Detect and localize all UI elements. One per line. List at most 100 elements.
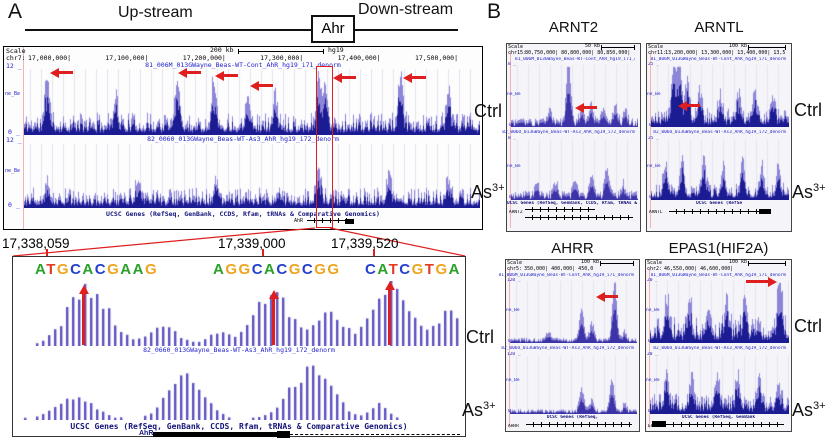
scale-bar (748, 261, 786, 266)
zoom-connector-lines (12, 227, 466, 257)
track-side-label: ne_Be (646, 378, 660, 383)
motif-sequence-2: AGGCACGCGG (213, 261, 341, 278)
gene-model (669, 208, 759, 214)
y-min-label: 0 _ (508, 339, 517, 344)
motif-arrow-icon (384, 281, 395, 345)
chromosome-label: chr15: (508, 50, 527, 56)
tick: 17,100,000| (105, 54, 149, 62)
track-side-label: ne_Be (506, 308, 520, 313)
motif-sequence-3: CATCGTGA (365, 261, 461, 278)
track-side-label: ne_Be (507, 164, 521, 169)
chromosome-label: chr2: (647, 266, 663, 272)
coordinate-ticks: 46,550,000| 46,600,000| (664, 266, 734, 272)
track-side-label: ne_Be (5, 91, 21, 97)
downstream-label: Down-stream (358, 1, 454, 18)
scale-bar-value: 100 kb (580, 259, 599, 265)
as3-track-name: 82_006O_013GWayne_Beas-WT-As3_AhR_hg19_i… (502, 130, 635, 135)
as3-coverage-track (651, 140, 789, 200)
coordinate-ticks: 17,000,000| 17,100,000| 17,200,000| 17,3… (28, 55, 458, 62)
mini-browser-ahrr: Scale 100 kb chr5: 350,000| 400,000| 450… (499, 259, 640, 432)
scale-bar (601, 45, 635, 50)
peak-arrow-icon (746, 276, 777, 287)
zoom-position-3: 17,339,520 (331, 236, 399, 251)
highlight-region-box (316, 66, 333, 228)
position-tick (262, 249, 264, 258)
position-tick (46, 249, 48, 258)
y-max-label: 25 _ (648, 136, 659, 141)
y-min-label: 0 _ (8, 128, 20, 136)
y-min-label: 0 _ (509, 123, 518, 128)
as3-coverage-track (511, 140, 638, 200)
coordinate-ticks: 13,200,000| 13,300,000| 13,400,000| 13,5 (665, 50, 786, 56)
zoom-motif-panel: ATGCACGAAG AGGCACGCGG CATCGTGA 82_0660_0… (12, 256, 466, 438)
zoom-as3-condition-label: As3+ (462, 400, 496, 420)
ucsc-genes-track-label: UCSC Genes (RefSeq, GenBank (681, 415, 756, 420)
ahr-gene-box: Ahr (311, 15, 355, 43)
gene-exon-block (345, 219, 354, 224)
y-min-label: 0 _ (508, 409, 517, 414)
peak-arrow-icon (215, 70, 238, 81)
gene-exon-block (759, 209, 771, 214)
region-annotation: Up-stream Ahr Down-stream (0, 0, 480, 44)
tick: 17,300,000| (260, 54, 304, 62)
ctrl-condition-label: Ctrl (474, 101, 502, 121)
gene-title-ahrr: AHRR (551, 240, 594, 257)
gene-title-epas1: EPAS1(HIF2A) (668, 240, 769, 257)
peak-arrow-icon (50, 67, 73, 78)
tick: 17,200,000| (182, 54, 226, 62)
tick: 17,000,000| (28, 54, 72, 62)
gene-model (307, 217, 347, 224)
mini-browser-arnt2: Scale 50 kb chr15: 80,750,000| 80,800,00… (502, 43, 641, 232)
y-max-label: 8 _ (508, 62, 516, 67)
peak-arrow-icon (403, 72, 426, 83)
ctrl-track-name: 81_006M_013GWayne_Beas-WT-Cont_AhR_hg19_… (650, 273, 786, 278)
as3-coverage-track (510, 356, 637, 414)
as3-coverage-track (24, 144, 480, 208)
browser-guide-line (510, 52, 511, 228)
y-min-label: 0 _ (649, 195, 658, 200)
zoom-ucsc-genes-label: UCSC Genes (RefSeq, GenBank, CCDS, Rfam,… (70, 422, 408, 431)
gene-name: AhR (294, 218, 304, 224)
upstream-line (25, 29, 312, 31)
browser-guide-line (23, 47, 24, 229)
scale-bar-value: 200 kb (210, 46, 234, 54)
as3-track-name: 82_006O_013GWayne_Beas-WT-As3_AhR_hg19_i… (501, 346, 634, 351)
gene-model (525, 206, 595, 212)
coordinate-ticks: 350,000| 400,000| 450,0 (524, 266, 594, 272)
scale-bar-value: 100 kb (728, 259, 747, 265)
y-max-label: 20 _ (647, 352, 658, 357)
peak-arrow-icon (678, 100, 700, 111)
assembly-label: hg19 (328, 46, 344, 54)
y-max-label: 12 _ (6, 136, 22, 144)
y-min-label: 0 _ (509, 195, 518, 200)
track-side-label: ne_Be (506, 378, 520, 383)
peak-arrow-icon (575, 102, 597, 113)
zoom-track-name: 82_0660_013GWayne_Beas-WT-As3_AhR_hg19_i… (143, 347, 335, 354)
as3-condition-label: As3+ (471, 182, 505, 202)
y-min-label: 0 _ (648, 339, 657, 344)
scale-label: Scale (507, 260, 523, 266)
as3-condition-label: As3+ (792, 182, 825, 202)
y-max-label: 20 _ (647, 278, 658, 283)
y-min-label: 0 _ (649, 123, 658, 128)
peak-arrow-icon (333, 72, 356, 83)
peak-arrow-icon (250, 80, 273, 91)
ucsc-genes-track-label: UCSC Genes (RefSe (695, 201, 743, 206)
gene-title-arnt2: ARNT2 (548, 19, 599, 36)
panel-a-label: A (8, 0, 23, 23)
scale-bar (600, 261, 634, 266)
scale-label: Scale (647, 260, 663, 266)
track-side-label: ne_Be (507, 92, 521, 97)
y-min-label: 0 _ (648, 409, 657, 414)
ctrl-track-name: 81_006M_013GWayne_Beas-WT-Cont_AhR_hg19_… (498, 273, 634, 278)
panel-b-label: B (487, 0, 502, 23)
ctrl-coverage-track (650, 281, 789, 343)
browser-guide-line (649, 268, 650, 428)
gene-exon-bar (153, 432, 279, 437)
ctrl-condition-label: Ctrl (794, 100, 822, 120)
gene-title-arntl: ARNTL (694, 19, 744, 36)
ucsc-genes-track-label: UCSC Genes (RefSeq, (546, 415, 599, 420)
scale-bar (238, 49, 324, 54)
chromosome-label: chr7: (6, 54, 26, 62)
